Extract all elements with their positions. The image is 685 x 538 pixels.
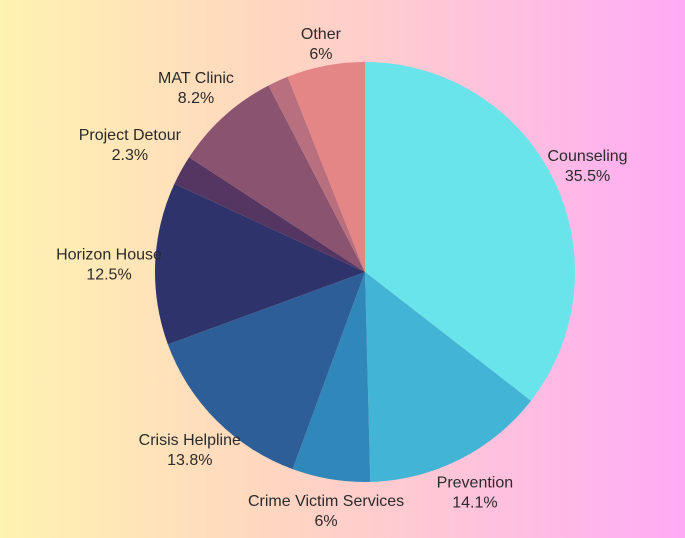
slice-label-horizon-house: Horizon House bbox=[56, 247, 162, 264]
slice-crisis-helpline bbox=[167, 272, 365, 470]
slice-label-mat-clinic: MAT Clinic bbox=[158, 70, 234, 87]
slice-value-crisis-helpline: 13.8% bbox=[167, 452, 212, 469]
slice-label-other: Other bbox=[301, 26, 342, 43]
slice-unlabeled-7 bbox=[268, 76, 365, 272]
slice-value-prevention: 14.1% bbox=[452, 494, 497, 511]
slice-labels: Counseling 35.5% Prevention 14.1% Crime Vict… bbox=[56, 26, 627, 530]
slice-label-counseling: Counseling bbox=[548, 148, 628, 165]
slice-value-horizon-house: 12.5% bbox=[86, 267, 131, 284]
slice-value-counseling: 35.5% bbox=[565, 168, 610, 185]
slice-horizon-house bbox=[155, 183, 365, 345]
slice-value-project-detour: 2.3% bbox=[112, 147, 148, 164]
slice-other bbox=[287, 62, 365, 272]
pie-slices bbox=[155, 62, 576, 482]
slice-project-detour bbox=[174, 157, 365, 272]
slice-prevention bbox=[365, 272, 531, 482]
slice-value-other: 6% bbox=[309, 46, 332, 63]
slice-label-crisis-helpline: Crisis Helpline bbox=[139, 432, 241, 449]
slice-label-project-detour: Project Detour bbox=[79, 127, 182, 144]
slice-counseling bbox=[365, 62, 576, 401]
slice-crime-victim-services bbox=[292, 272, 371, 482]
slice-value-mat-clinic: 8.2% bbox=[178, 90, 214, 107]
slice-value-crime-victim-services: 6% bbox=[315, 513, 338, 530]
slice-label-crime-victim-services: Crime Victim Services bbox=[248, 493, 404, 510]
slice-mat-clinic bbox=[189, 85, 365, 272]
slice-label-prevention: Prevention bbox=[437, 474, 514, 491]
